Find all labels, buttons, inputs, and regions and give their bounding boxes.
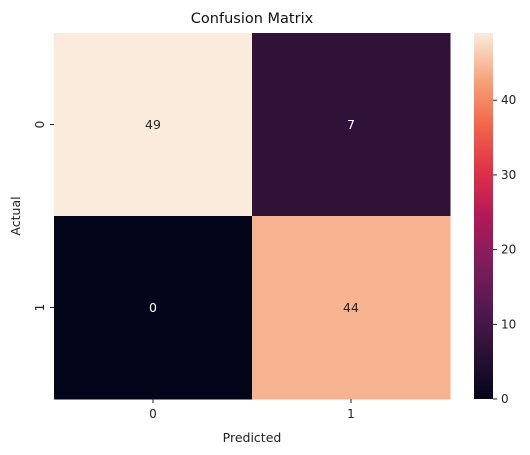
colorbar-tick-label: 10 bbox=[501, 317, 516, 331]
cell-value-label: 44 bbox=[343, 300, 359, 315]
colorbar-ticks: 0 10 20 30 40 bbox=[493, 93, 516, 406]
colorbar-tick-label: 40 bbox=[501, 93, 516, 107]
x-tick-label: 1 bbox=[347, 407, 355, 421]
y-axis-label: Actual bbox=[8, 196, 23, 235]
heatmap-cell bbox=[54, 33, 253, 217]
heatmap-cell bbox=[54, 216, 253, 400]
y-tick-label: 0 bbox=[33, 121, 47, 129]
colorbar-gradient bbox=[474, 33, 493, 399]
cell-value-label: 49 bbox=[145, 117, 161, 132]
x-axis-label: Predicted bbox=[223, 430, 282, 445]
heatmap-cell bbox=[252, 216, 451, 400]
cell-value-label: 7 bbox=[347, 117, 355, 132]
colorbar-tick-label: 0 bbox=[501, 392, 509, 406]
colorbar-tick-label: 20 bbox=[501, 243, 516, 257]
colorbar-tick-label: 30 bbox=[501, 168, 516, 182]
x-tick-label: 0 bbox=[149, 407, 157, 421]
y-tick-label: 1 bbox=[33, 304, 47, 312]
y-axis: 01 bbox=[33, 121, 54, 312]
heatmap-cell-labels: 49 7 0 44 bbox=[145, 117, 359, 315]
cell-value-label: 0 bbox=[149, 300, 157, 315]
colorbar: 0 10 20 30 40 bbox=[474, 33, 516, 406]
heatmap-cell bbox=[252, 33, 451, 217]
heatmap-cells bbox=[54, 33, 451, 400]
chart-title: Confusion Matrix bbox=[191, 11, 314, 27]
